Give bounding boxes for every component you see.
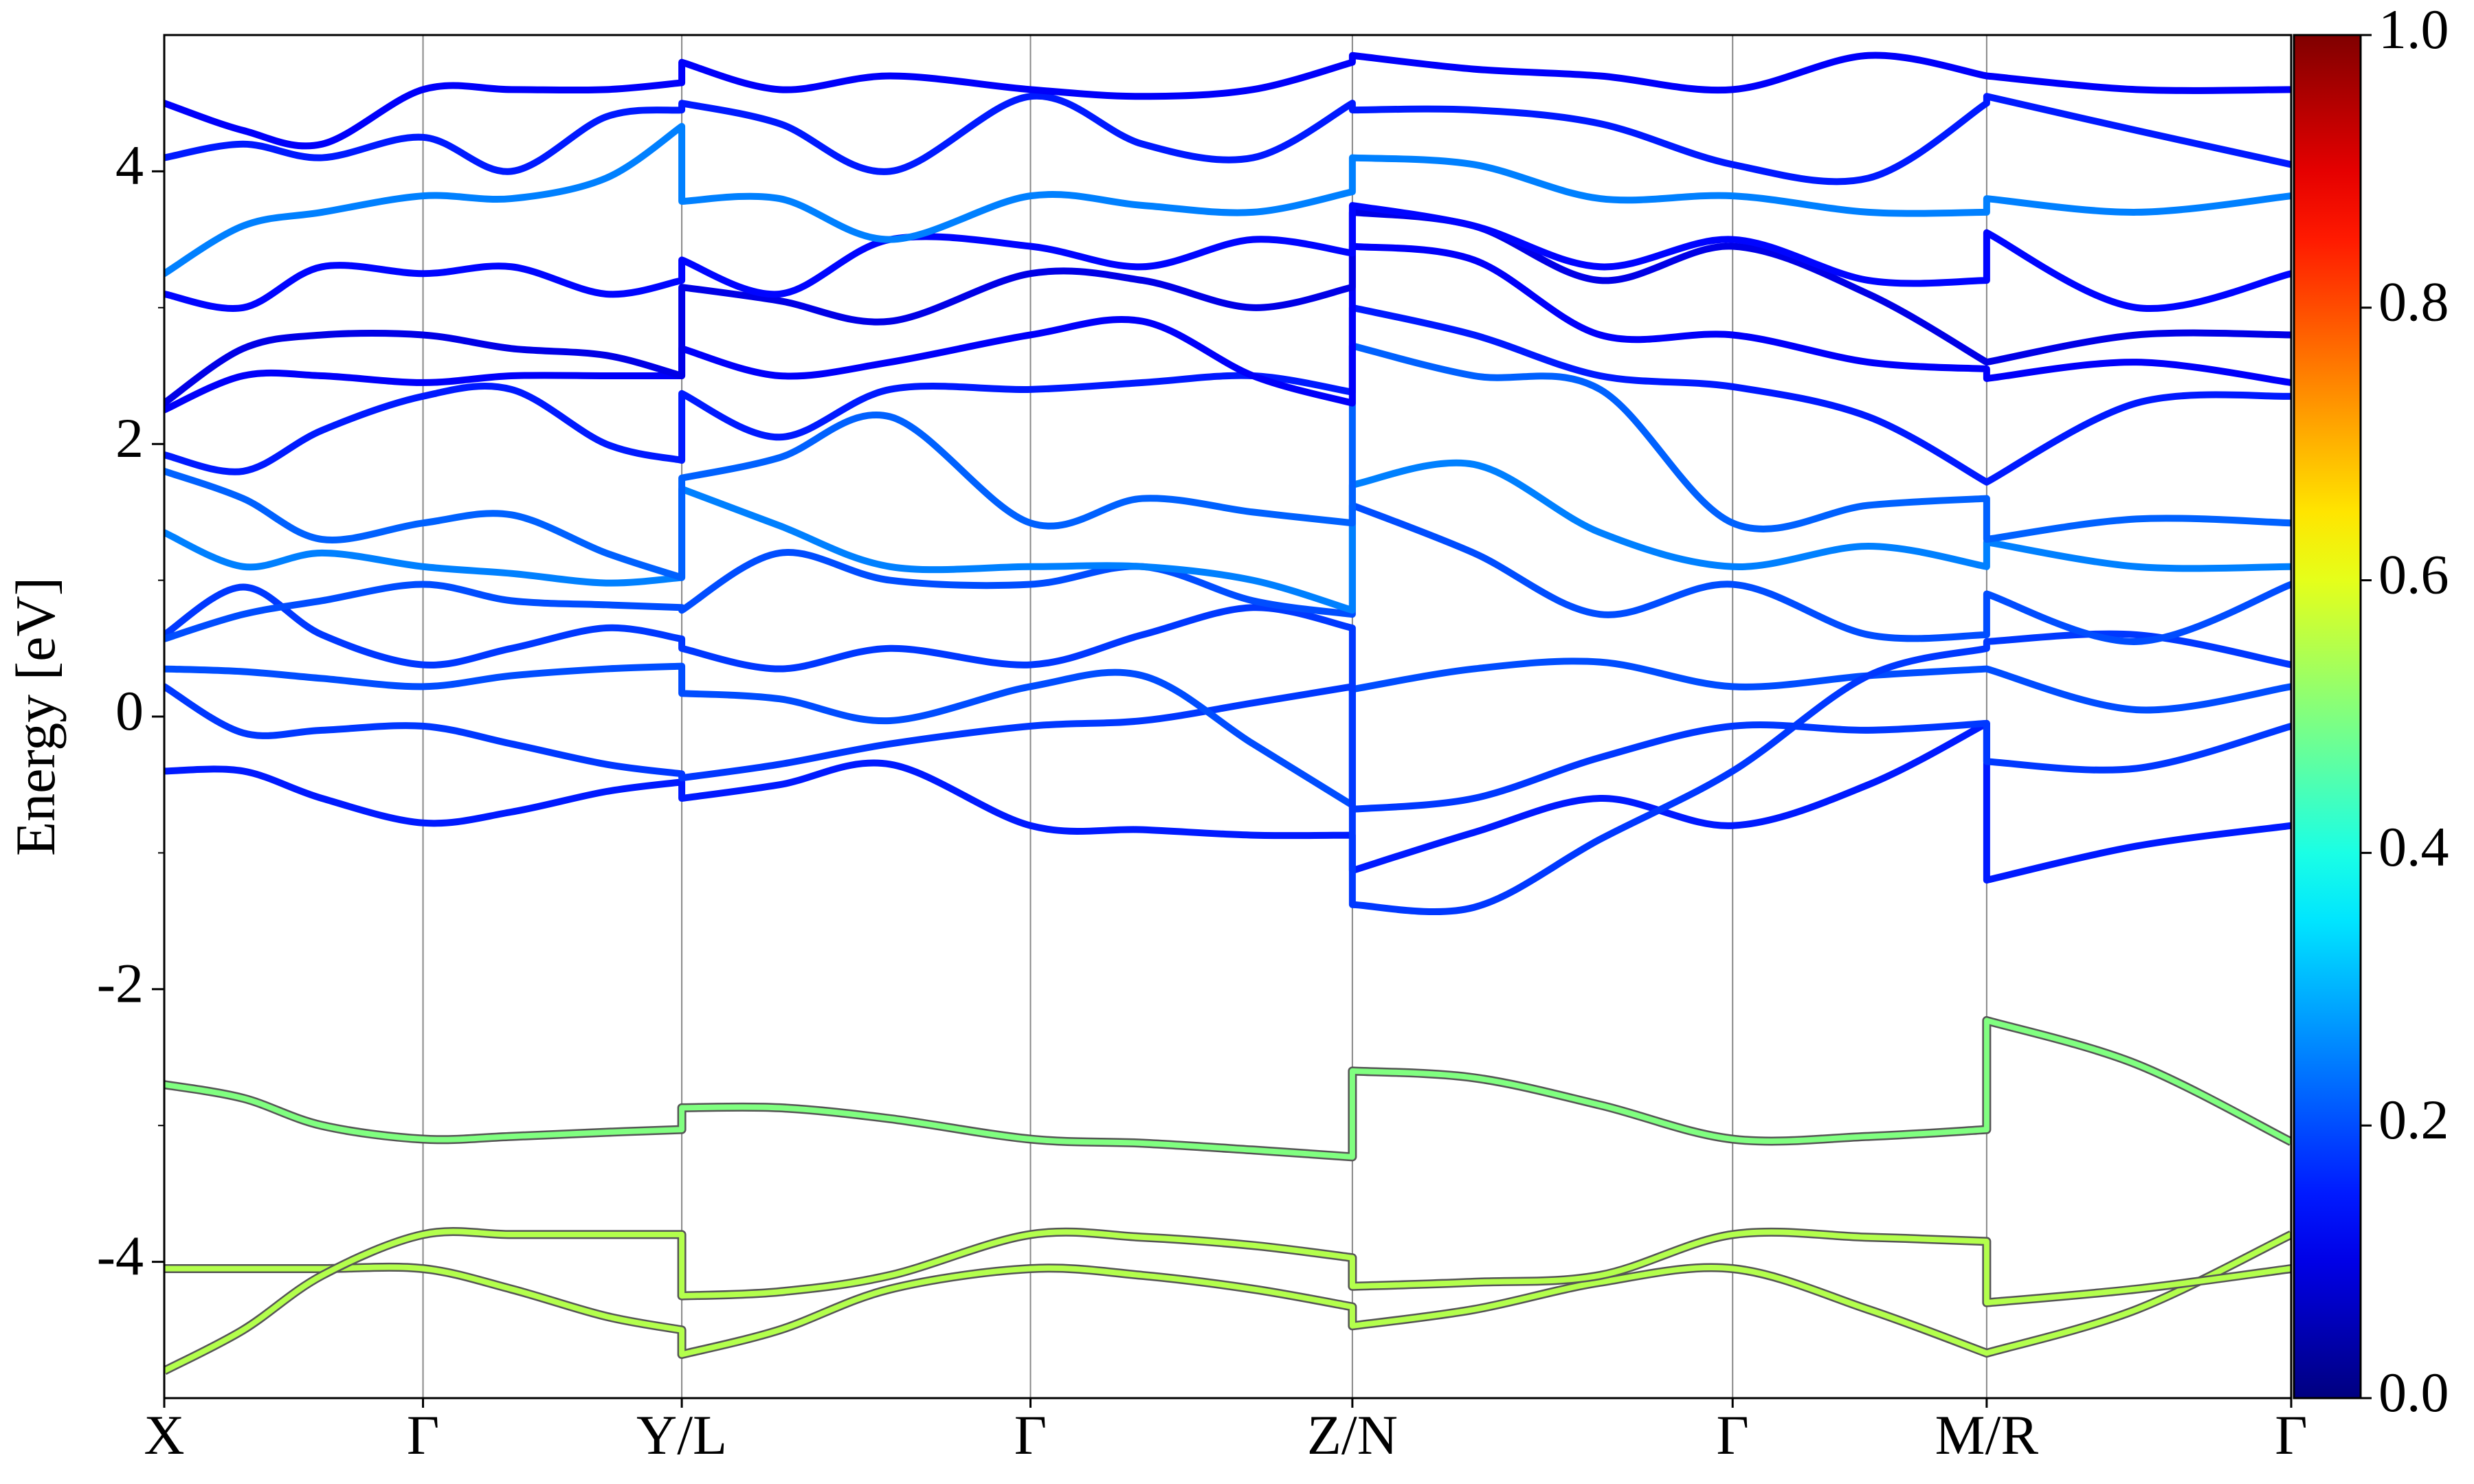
- colorbar: [2293, 34, 2362, 1399]
- x-tick-label: Γ: [407, 1404, 439, 1466]
- y-tick-label: -4: [97, 1224, 144, 1287]
- band-line: [164, 459, 2291, 614]
- x-tick-label: M/R: [1935, 1404, 2039, 1466]
- band-line: [164, 202, 2291, 312]
- x-tick-label: Γ: [2275, 1404, 2307, 1466]
- y-tick-label: 2: [115, 407, 144, 469]
- band-line: [164, 304, 2291, 486]
- band-line: [164, 208, 2291, 407]
- band-outline: [164, 1230, 2291, 1360]
- bands-layer: [164, 52, 2291, 1375]
- y-tick-label: -2: [97, 952, 144, 1015]
- band-line: [164, 342, 2291, 581]
- x-tick-label: Y/L: [636, 1404, 727, 1466]
- x-tick-label: Γ: [1014, 1404, 1047, 1466]
- colorbar-tick-label: 1.0: [2378, 0, 2449, 60]
- plot-frame: [163, 34, 2293, 1399]
- band-line: [164, 683, 2291, 813]
- colorbar-tick-label: 0.4: [2378, 816, 2449, 878]
- band-line: [164, 1018, 2291, 1160]
- band-line: [164, 1231, 2291, 1358]
- y-tick-label: 0: [115, 679, 144, 742]
- axes-layer: X Γ Y/L Γ Z/N Γ M/R Γ -4 -2 0 2 4 0.0 0.2 0.4 0.6 0.8 1.0: [97, 0, 2449, 1466]
- band-line: [164, 92, 2291, 186]
- grid-layer: [164, 35, 2292, 1398]
- x-tick-label: Z/N: [1307, 1404, 1398, 1466]
- band-line: [164, 657, 2291, 809]
- colorbar-tick-label: 0.8: [2378, 271, 2449, 333]
- colorbar-tick-label: 0.0: [2378, 1361, 2449, 1424]
- x-tick-label: Γ: [1717, 1404, 1749, 1466]
- band-line: [164, 52, 2291, 150]
- x-tick-label: X: [144, 1404, 184, 1466]
- colorbar-tick-label: 0.2: [2378, 1088, 2449, 1151]
- y-axis-label: Energy [eV]: [4, 577, 67, 856]
- band-line: [164, 719, 2291, 884]
- band-line: [164, 243, 2291, 414]
- band-line: [164, 122, 2291, 278]
- colorbar-tick-label: 0.6: [2378, 543, 2449, 605]
- band-line: [164, 583, 2291, 916]
- y-tick-label: 4: [115, 134, 144, 196]
- band-line: [164, 1228, 2291, 1374]
